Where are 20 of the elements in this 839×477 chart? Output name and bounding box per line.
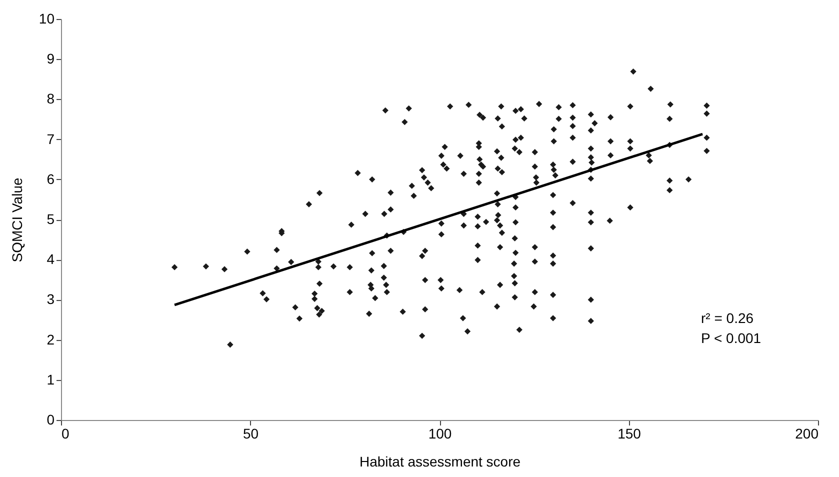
x-tick-label: 200 bbox=[795, 426, 819, 442]
y-tick-label: 1 bbox=[46, 371, 55, 388]
y-tick-label: 8 bbox=[46, 90, 55, 107]
x-tick-label: 100 bbox=[428, 426, 452, 442]
x-axis-title: Habitat assessment score bbox=[359, 454, 521, 470]
y-tick-label: 7 bbox=[46, 130, 55, 147]
x-tick-label: 0 bbox=[62, 426, 70, 442]
y-tick-label: 5 bbox=[46, 211, 55, 227]
x-tick-label: 150 bbox=[618, 426, 642, 442]
y-tick-label: 9 bbox=[46, 50, 55, 67]
annotation: P < 0.001 bbox=[701, 330, 762, 346]
y-axis-title: SQMCI Value bbox=[8, 178, 25, 262]
x-tick-label: 50 bbox=[242, 426, 259, 442]
y-tick-label: 6 bbox=[46, 170, 55, 187]
y-tick-label: 2 bbox=[46, 331, 55, 348]
y-tick-label: 10 bbox=[38, 10, 55, 26]
y-tick-label: 0 bbox=[46, 412, 55, 428]
y-tick-label: 4 bbox=[46, 251, 55, 268]
y-tick-label: 3 bbox=[46, 291, 55, 308]
annotation: r² = 0.26 bbox=[701, 310, 754, 326]
